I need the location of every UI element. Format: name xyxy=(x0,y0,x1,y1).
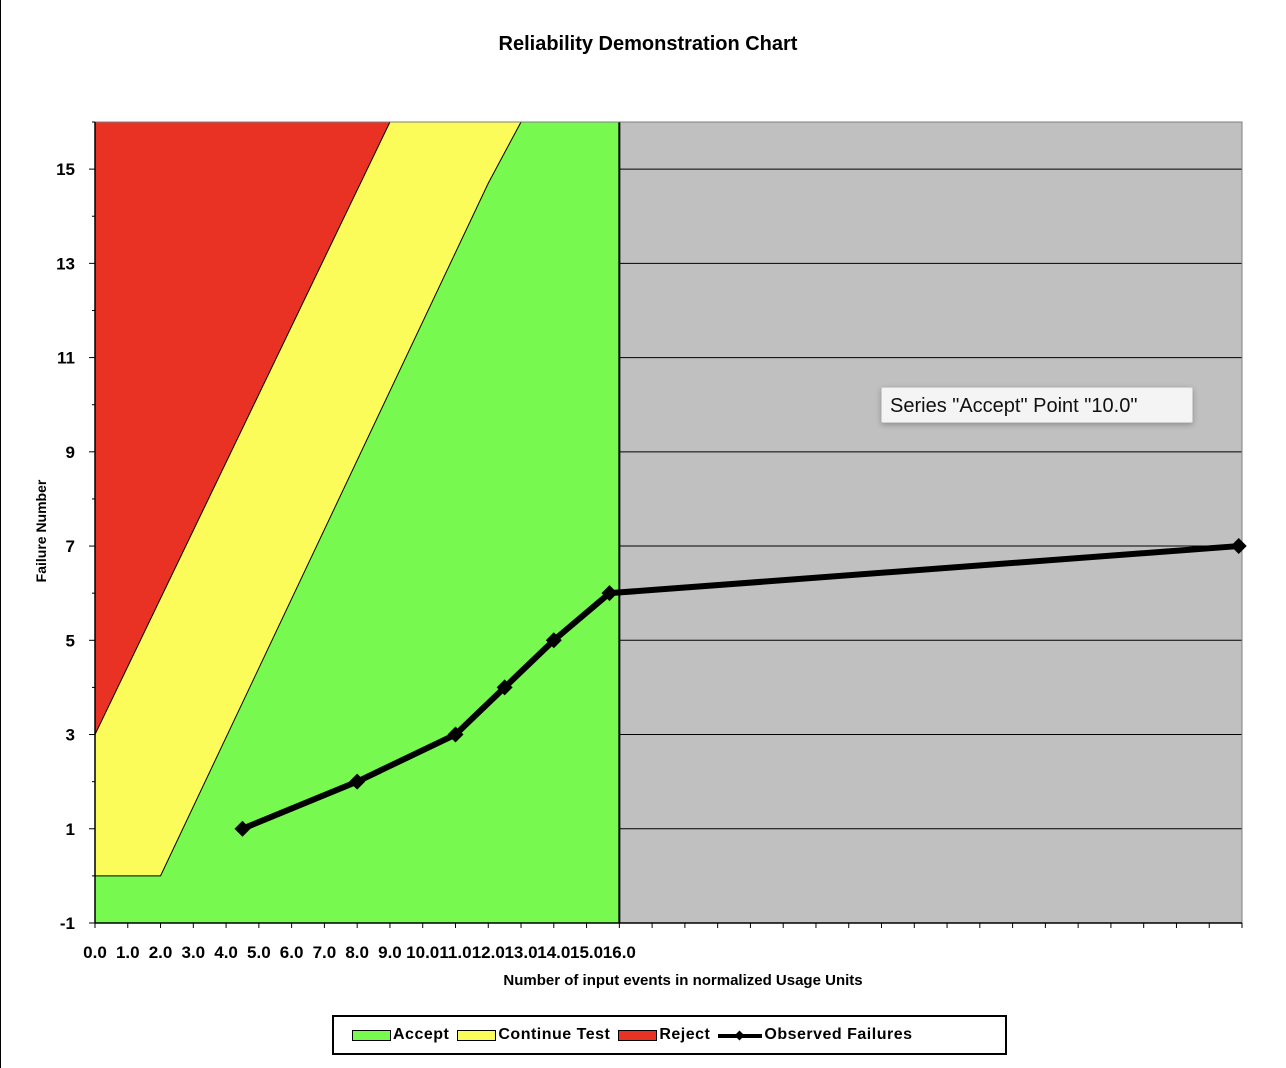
legend-item-observed-failures[interactable]: Observed Failures xyxy=(718,1026,912,1044)
x-tick-label: 12.0 xyxy=(472,943,505,962)
observed-failure-marker xyxy=(545,632,562,649)
x-tick-label: 4.0 xyxy=(214,943,238,962)
continue-test-region xyxy=(95,122,522,876)
x-tick-label: 16.0 xyxy=(603,943,636,962)
x-tick-label: 13.0 xyxy=(504,943,537,962)
observed-failure-marker xyxy=(601,585,618,602)
legend-item-reject[interactable]: Reject xyxy=(618,1026,710,1044)
legend-label-accept: Accept xyxy=(393,1026,450,1043)
observed-failure-marker xyxy=(447,726,464,743)
observed-failure-marker xyxy=(496,679,513,696)
reject-boundary-line xyxy=(94,121,391,735)
x-tick-label: 5.0 xyxy=(247,943,271,962)
x-tick-label: 15.0 xyxy=(570,943,603,962)
legend-item-continue-test[interactable]: Continue Test xyxy=(457,1026,610,1044)
observed-failure-marker xyxy=(349,773,366,790)
x-axis-label: Number of input events in normalized Usa… xyxy=(503,972,863,989)
x-tick-label: 11.0 xyxy=(439,943,471,962)
observed-failure-marker xyxy=(1230,538,1247,555)
y-tick-label: 3 xyxy=(66,726,75,745)
x-tick-label: 10.0 xyxy=(406,943,439,962)
x-tick-label: 14.0 xyxy=(537,943,570,962)
series-tooltip: Series "Accept" Point "10.0" xyxy=(881,387,1193,423)
legend-label-observed-failures: Observed Failures xyxy=(764,1026,913,1043)
y-tick-label: 13 xyxy=(56,254,75,273)
y-tick-label: 7 xyxy=(66,537,75,556)
x-tick-label: 9.0 xyxy=(378,943,402,962)
chart-legend: Accept Continue Test Reject Observed Fai… xyxy=(332,1015,1007,1055)
chart-title: Reliability Demonstration Chart xyxy=(498,33,798,55)
legend-swatch-accept xyxy=(352,1029,391,1041)
continue-boundary-line xyxy=(95,121,522,877)
x-tick-label: 3.0 xyxy=(181,943,205,962)
x-tick-label: 6.0 xyxy=(280,943,304,962)
y-tick-label: 1 xyxy=(66,820,75,839)
x-tick-label: 2.0 xyxy=(149,943,173,962)
legend-item-accept[interactable]: Accept xyxy=(352,1026,449,1044)
observed-failure-marker xyxy=(234,820,251,837)
y-tick-label: 9 xyxy=(66,443,75,462)
x-tick-label: 0.0 xyxy=(83,943,107,962)
accept-region xyxy=(95,122,620,923)
y-tick-label: 5 xyxy=(66,631,75,650)
legend-line-observed-failures xyxy=(718,1030,763,1041)
y-tick-label: 15 xyxy=(56,160,75,179)
legend-swatch-reject xyxy=(618,1029,658,1041)
x-tick-label: 1.0 xyxy=(116,943,140,962)
y-tick-label: -1 xyxy=(60,914,75,933)
x-tick-label: 7.0 xyxy=(313,943,337,962)
window-border xyxy=(0,0,1,1068)
legend-label-reject: Reject xyxy=(659,1026,711,1043)
legend-label-continue-test: Continue Test xyxy=(498,1026,611,1043)
legend-swatch-continue-test xyxy=(457,1029,497,1041)
x-tick-label: 8.0 xyxy=(345,943,369,962)
y-tick-label: 11 xyxy=(57,349,75,368)
